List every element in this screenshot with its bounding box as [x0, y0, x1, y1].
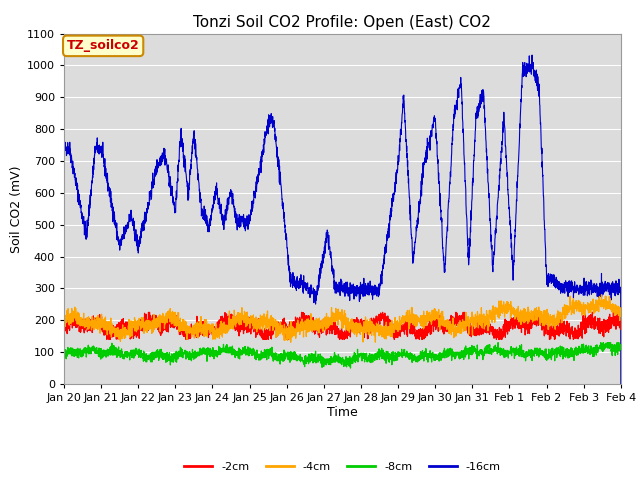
Text: TZ_soilco2: TZ_soilco2	[67, 39, 140, 52]
Y-axis label: Soil CO2 (mV): Soil CO2 (mV)	[10, 165, 23, 252]
X-axis label: Time: Time	[327, 406, 358, 419]
Title: Tonzi Soil CO2 Profile: Open (East) CO2: Tonzi Soil CO2 Profile: Open (East) CO2	[193, 15, 492, 30]
Legend: -2cm, -4cm, -8cm, -16cm: -2cm, -4cm, -8cm, -16cm	[180, 457, 505, 477]
